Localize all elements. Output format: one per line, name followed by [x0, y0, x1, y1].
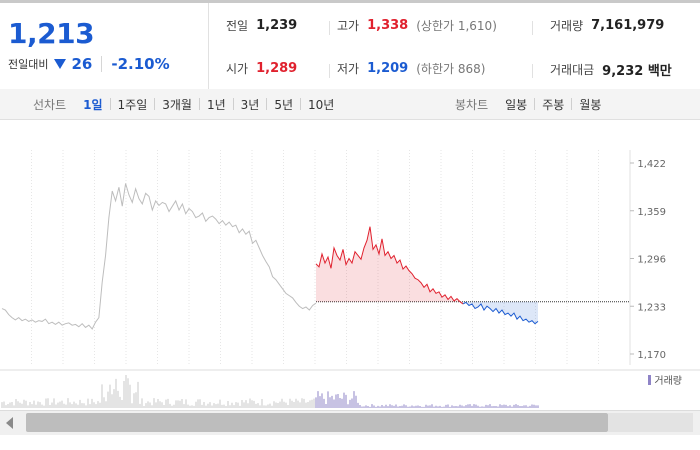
divider: [101, 56, 103, 72]
tab-group-title: 봉차트: [455, 97, 489, 112]
stat-value: 1,289: [256, 61, 298, 76]
stat-value: 1,239: [256, 18, 298, 33]
stat-prev-close: 전일 1,239: [226, 17, 297, 34]
tab-3m[interactable]: 3개월: [162, 97, 192, 112]
divider: [571, 98, 573, 110]
y-tick-label: 1,359: [637, 207, 666, 218]
change-row: 전일대비 26 -2.10%: [8, 55, 170, 73]
candle-chart-tabs: 봉차트 일봉 주봉 월봉: [455, 89, 608, 119]
divider: [198, 98, 200, 110]
divider: [109, 98, 111, 110]
stat-label: 저가: [337, 62, 360, 76]
y-tick-label: 1,422: [637, 159, 666, 170]
stat-sub: (상한가 1,610): [416, 19, 497, 33]
tab-group-title: 선차트: [33, 97, 67, 112]
stats-grid: 전일 1,239 고가 1,338 (상한가 1,610) 거래량 7,161,…: [209, 3, 700, 89]
change-value: 26: [71, 55, 93, 73]
stat-high: 고가 1,338 (상한가 1,610): [337, 17, 497, 34]
tab-1d[interactable]: 1일: [83, 97, 103, 112]
divider: [232, 98, 234, 110]
stat-sub: (하한가 868): [416, 62, 486, 76]
change-rate: -2.10%: [111, 55, 170, 73]
scroll-left-icon[interactable]: [6, 417, 13, 429]
stat-label: 거래대금: [550, 63, 595, 77]
top-border: [0, 0, 700, 3]
divider: [532, 21, 533, 35]
stat-open: 시가 1,289: [226, 60, 297, 77]
up-area: [316, 226, 463, 304]
chart-scrollbar[interactable]: [0, 410, 700, 435]
stat-value: 1,338: [367, 18, 409, 33]
stat-value: 9,232 백만: [602, 64, 672, 79]
stat-value: 1,209: [367, 61, 409, 76]
divider: [329, 21, 330, 35]
price-box: 1,213 전일대비 26 -2.10%: [0, 3, 209, 89]
tab-monthly[interactable]: 월봉: [579, 97, 602, 112]
chart-tabbar: 선차트 1일 1주일 3개월 1년 3년 5년 10년 봉차트 일봉 주봉 월봉: [0, 89, 700, 120]
stat-label: 전일: [226, 19, 249, 33]
legend-label: 거래량: [654, 376, 682, 387]
down-area: [463, 301, 538, 324]
today-up-line: [315, 226, 464, 305]
tab-1w[interactable]: 1주일: [117, 97, 148, 112]
y-tick-label: 1,296: [637, 255, 666, 266]
legend-swatch: [648, 374, 652, 385]
today-down-line: [462, 301, 539, 325]
divider: [534, 98, 536, 110]
tab-daily[interactable]: 일봉: [505, 97, 528, 112]
tab-5y[interactable]: 5년: [274, 97, 294, 112]
line-chart-tabs: 선차트 1일 1주일 3개월 1년 3년 5년 10년: [33, 89, 341, 119]
tab-weekly[interactable]: 주봉: [542, 97, 565, 112]
tab-3y[interactable]: 3년: [240, 97, 260, 112]
scroll-thumb[interactable]: [26, 413, 608, 432]
divider: [300, 98, 302, 110]
tab-10y[interactable]: 10년: [308, 97, 335, 112]
volume-legend: 거래량: [648, 372, 682, 387]
y-tick-label: 1,233: [637, 302, 666, 313]
stat-label: 거래량: [550, 19, 584, 33]
stat-value: 7,161,979: [591, 18, 665, 33]
current-price: 1,213: [8, 17, 95, 50]
y-tick-label: 1,170: [637, 350, 666, 361]
stat-low: 저가 1,209 (하한가 868): [337, 60, 485, 77]
stat-volume: 거래량 7,161,979: [550, 17, 664, 34]
price-chart: 1,422 1,359 1,296 1,233 1,170: [0, 150, 700, 408]
stat-label: 고가: [337, 19, 360, 33]
tab-1y[interactable]: 1년: [206, 97, 226, 112]
divider: [329, 64, 330, 78]
stat-trade-value: 거래대금 9,232 백만: [550, 60, 672, 79]
stat-label: 시가: [226, 62, 249, 76]
quote-summary: 1,213 전일대비 26 -2.10% 전일 1,239 고가 1,338 (…: [0, 3, 700, 90]
divider: [532, 64, 533, 78]
divider: [266, 98, 268, 110]
history-line: [1, 183, 317, 330]
divider: [154, 98, 156, 110]
change-label: 전일대비: [8, 58, 49, 71]
down-triangle-icon: [54, 59, 67, 69]
scroll-track[interactable]: [608, 413, 693, 432]
